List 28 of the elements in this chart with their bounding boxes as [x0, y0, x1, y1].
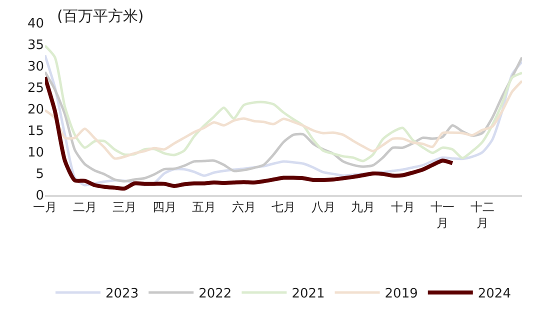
x-tick-label: 五月	[192, 200, 216, 214]
legend-label: 2023	[106, 286, 139, 302]
x-tick-label: 八月	[311, 200, 336, 214]
legend-label: 2021	[292, 286, 325, 302]
y-tick-label: 20	[27, 102, 44, 118]
x-tick-label: 十一月	[430, 200, 454, 230]
y-tick-label: 5	[36, 167, 44, 182]
x-tick-label: 六月	[232, 200, 256, 214]
y-tick-label: 40	[27, 16, 44, 32]
legend-label: 2019	[384, 286, 418, 302]
x-tick-label: 二月	[72, 200, 97, 214]
x-tick-label: 三月	[112, 200, 136, 214]
line-series	[45, 44, 522, 162]
x-tick-label: 十二月	[470, 200, 494, 230]
legend-label: 2022	[198, 286, 232, 302]
legend-label: 2024	[478, 286, 511, 302]
y-axis-title: (百万平方米)	[57, 7, 144, 25]
y-tick-label: 35	[27, 38, 44, 54]
line-series	[45, 75, 454, 191]
x-tick-label: 四月	[152, 200, 176, 214]
x-tick-label: 七月	[272, 200, 296, 214]
y-tick-label: 25	[27, 81, 44, 96]
line-series	[45, 80, 522, 160]
x-tick-label: 九月	[351, 200, 375, 214]
y-tick-label: 30	[27, 60, 44, 75]
y-tick-label: 10	[27, 146, 44, 161]
x-tick-label: 十月	[390, 200, 415, 214]
y-tick-label: 15	[27, 124, 44, 140]
